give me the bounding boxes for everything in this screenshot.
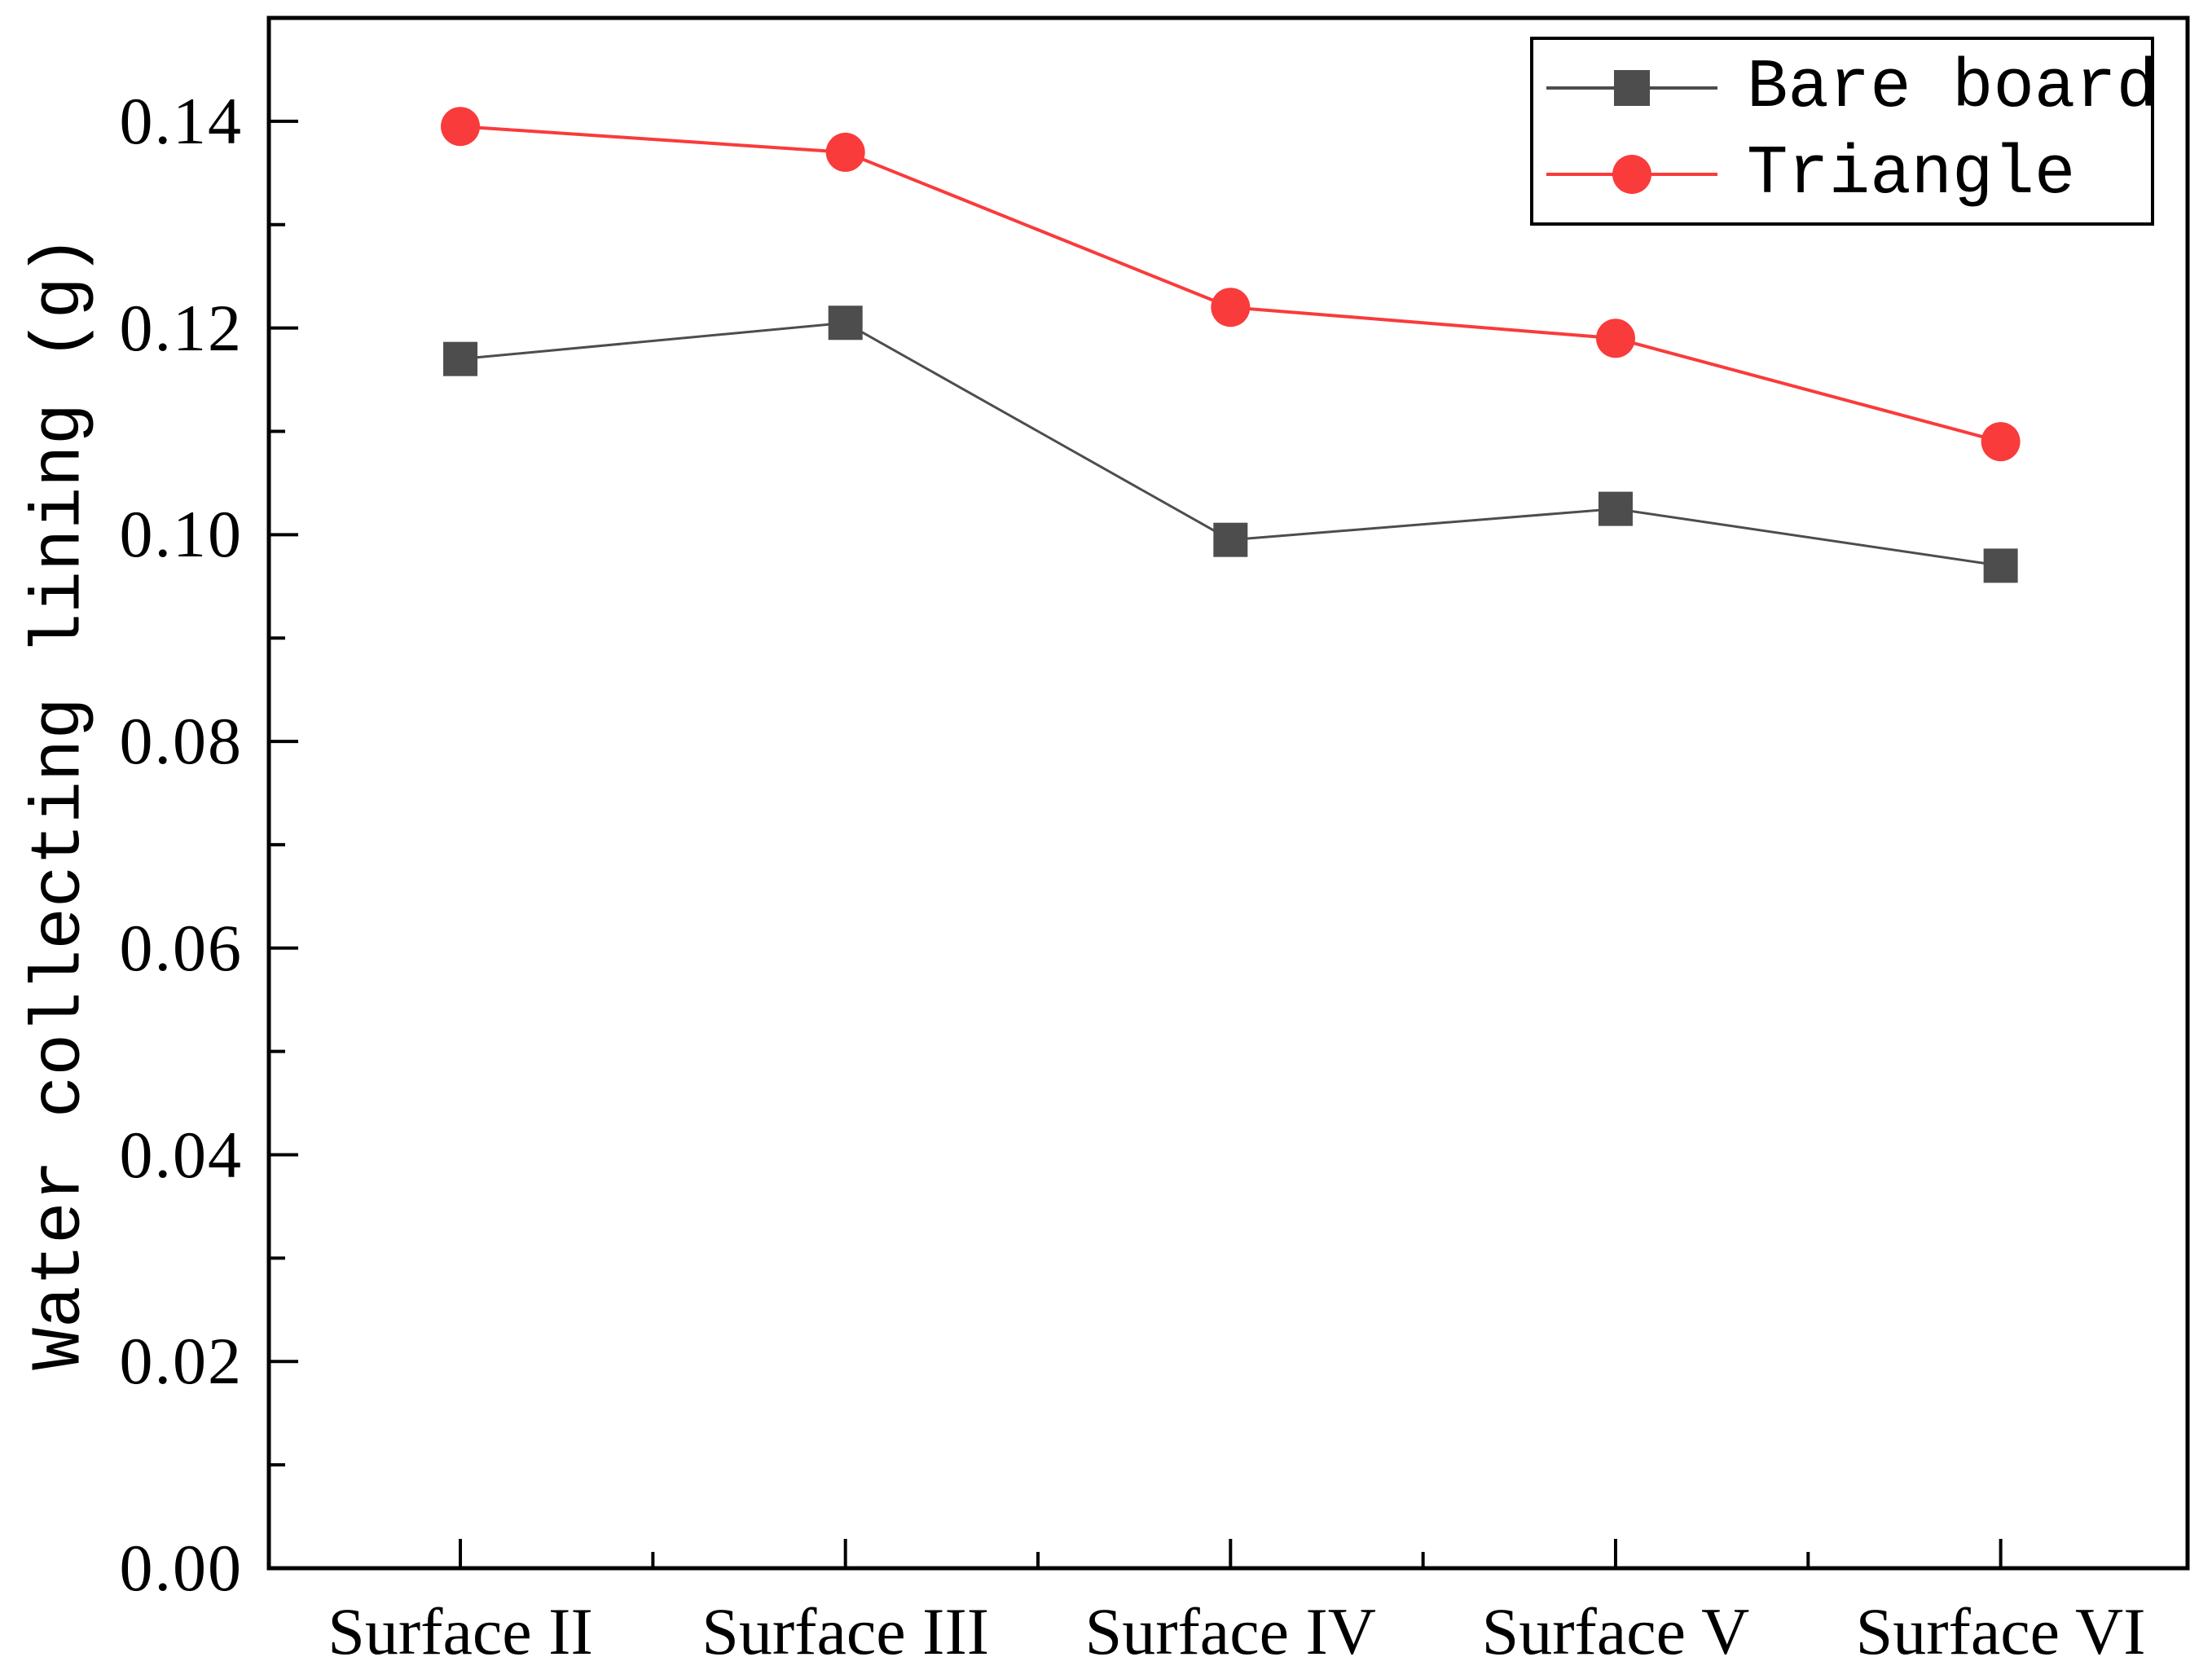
y-tick-label: 0.14	[119, 83, 243, 158]
legend: Bare board Triangle	[1530, 37, 2157, 226]
data-point-bare-board	[828, 305, 863, 341]
x-tick-label: Surface V	[1481, 1594, 1750, 1668]
y-tick-label: 0.00	[119, 1531, 243, 1605]
data-point-triangle	[1595, 319, 1635, 358]
legend-label-bare-board: Bare board	[1747, 49, 2158, 127]
data-point-bare-board	[1983, 548, 2018, 583]
x-tick-label: Surface III	[701, 1594, 990, 1668]
legend-label-triangle: Triangle	[1747, 135, 2076, 213]
data-point-bare-board	[1598, 491, 1633, 526]
square-marker-icon	[1614, 70, 1650, 106]
legend-sample-bare-board	[1546, 47, 1717, 129]
legend-sample-triangle	[1546, 134, 1717, 215]
data-point-triangle	[825, 132, 865, 172]
x-tick-label: Surface IV	[1084, 1594, 1377, 1668]
y-tick-label: 0.08	[119, 704, 243, 779]
data-point-triangle	[1981, 422, 2021, 462]
y-tick-label: 0.12	[119, 290, 243, 365]
y-tick-label: 0.10	[119, 497, 243, 572]
circle-marker-icon	[1612, 155, 1651, 194]
data-point-bare-board	[443, 341, 478, 376]
x-tick-label: Surface VI	[1855, 1594, 2146, 1668]
data-point-triangle	[1211, 288, 1251, 327]
legend-entry-triangle: Triangle	[1533, 134, 2151, 215]
y-tick-label: 0.02	[119, 1324, 243, 1399]
data-point-triangle	[441, 107, 481, 147]
legend-entry-bare-board: Bare board	[1533, 47, 2157, 129]
y-tick-label: 0.06	[119, 910, 243, 985]
y-tick-label: 0.04	[119, 1117, 243, 1192]
x-tick-label: Surface II	[328, 1594, 593, 1668]
data-point-bare-board	[1213, 522, 1248, 557]
